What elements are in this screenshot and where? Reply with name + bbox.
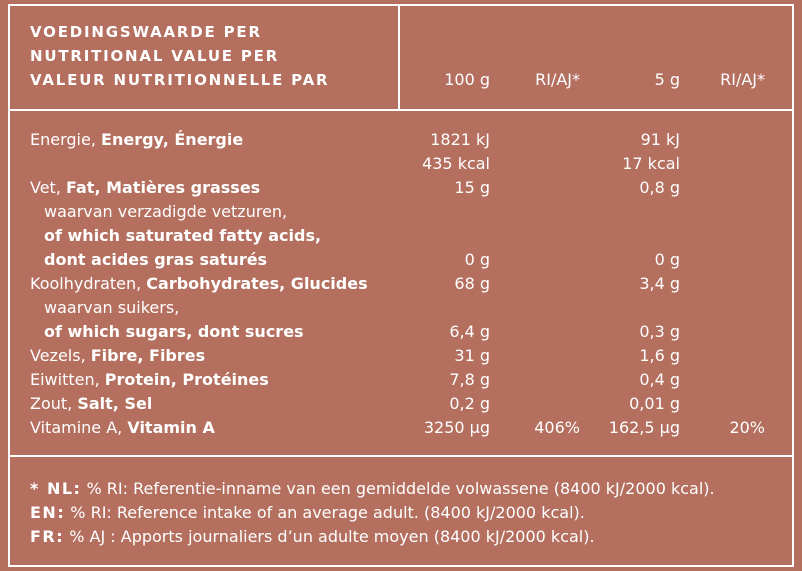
cell-value: 0 g — [464, 250, 490, 269]
label-part: Fat, Matières grasses — [66, 178, 261, 197]
cell-value: 162,5 µg — [608, 418, 680, 437]
label-part: Koolhydraten, — [30, 274, 147, 293]
footnote-lang: FR: — [30, 527, 65, 546]
header-title: VOEDINGSWAARDE PER — [30, 23, 262, 41]
header-title: NUTRITIONAL VALUE PER — [30, 47, 280, 65]
row-label: Energie, Energy, Énergie — [30, 128, 243, 152]
footnote-text: % AJ : Apports journaliers d’un adulte m… — [64, 527, 595, 546]
cell-value: 68 g — [454, 274, 490, 293]
row-label: of which saturated fatty acids, — [44, 224, 321, 248]
label-part: of which sugars, dont sucres — [44, 322, 304, 341]
border — [8, 565, 794, 567]
label-part: Energy, Énergie — [101, 130, 244, 149]
cell-value: 91 kJ — [640, 130, 680, 149]
row-label: Vet, Fat, Matières grasses — [30, 176, 260, 200]
label-part: waarvan suikers, — [44, 298, 180, 317]
label-part: dont acides gras saturés — [44, 250, 268, 269]
cell-value: 20% — [729, 418, 765, 437]
row-label: dont acides gras saturés — [44, 248, 267, 272]
header-title: VALEUR NUTRITIONNELLE PAR — [30, 71, 330, 89]
divider — [398, 4, 400, 110]
footnote-text: % RI: Reference intake of an average adu… — [65, 503, 585, 522]
label-part: Protein, Protéines — [104, 370, 269, 389]
cell-value: 7,8 g — [449, 370, 490, 389]
cell-value: 435 kcal — [422, 154, 490, 173]
cell-value: 1,6 g — [639, 346, 680, 365]
label-part: Eiwitten, — [30, 370, 105, 389]
cell-value: 0,3 g — [639, 322, 680, 341]
cell-value: 0,8 g — [639, 178, 680, 197]
cell-value: 406% — [534, 418, 580, 437]
row-label: Vitamine A, Vitamin A — [30, 416, 215, 440]
cell-value: 0,01 g — [629, 394, 680, 413]
cell-value: 31 g — [454, 346, 490, 365]
divider — [8, 455, 794, 457]
row-label: Eiwitten, Protein, Protéines — [30, 368, 269, 392]
border — [8, 4, 10, 567]
row-label: Zout, Salt, Sel — [30, 392, 152, 416]
label-part: Energie, — [30, 130, 102, 149]
column-header: 5 g — [654, 70, 680, 89]
footnote: * NL: % RI: Referentie-inname van een ge… — [30, 477, 750, 549]
label-part: waarvan verzadigde vetzuren, — [44, 202, 288, 221]
label-part: Vitamine A, — [30, 418, 128, 437]
cell-value: 3250 µg — [423, 418, 490, 437]
row-label: Koolhydraten, Carbohydrates, Glucides — [30, 272, 368, 296]
border — [8, 4, 794, 6]
label-part: of which saturated fatty acids, — [44, 226, 322, 245]
label-part: Zout, — [30, 394, 78, 413]
cell-value: 1821 kJ — [430, 130, 490, 149]
row-label: waarvan verzadigde vetzuren, — [44, 200, 287, 224]
cell-value: 0 g — [654, 250, 680, 269]
cell-value: 15 g — [454, 178, 490, 197]
divider — [8, 109, 794, 111]
cell-value: 0,2 g — [449, 394, 490, 413]
footnote-text: % RI: Referentie-inname van een gemiddel… — [81, 479, 715, 498]
label-part: Vet, — [30, 178, 66, 197]
label-part: Vitamin A — [127, 418, 215, 437]
footnote-lang: EN: — [30, 503, 66, 522]
label-part: Fibre, Fibres — [90, 346, 206, 365]
column-header: RI/AJ* — [720, 70, 765, 89]
column-header: RI/AJ* — [535, 70, 580, 89]
cell-value: 3,4 g — [639, 274, 680, 293]
cell-value: 17 kcal — [622, 154, 680, 173]
cell-value: 6,4 g — [449, 322, 490, 341]
cell-value: 0,4 g — [639, 370, 680, 389]
column-header: 100 g — [444, 70, 490, 89]
label-part: Vezels, — [30, 346, 91, 365]
footnote-lang: * NL: — [30, 479, 82, 498]
label-part: Carbohydrates, Glucides — [146, 274, 368, 293]
row-label: of which sugars, dont sucres — [44, 320, 304, 344]
label-part: Salt, Sel — [77, 394, 153, 413]
border — [792, 4, 794, 567]
row-label: Vezels, Fibre, Fibres — [30, 344, 205, 368]
row-label: waarvan suikers, — [44, 296, 179, 320]
